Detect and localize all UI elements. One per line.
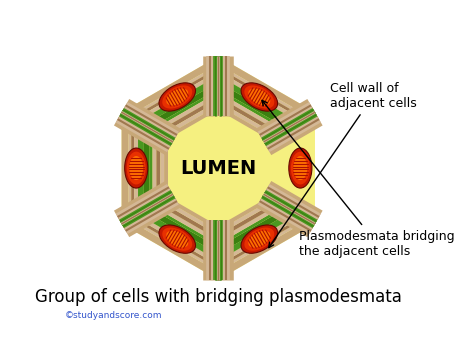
Ellipse shape <box>159 83 196 111</box>
Polygon shape <box>122 56 315 280</box>
Polygon shape <box>131 68 305 269</box>
Polygon shape <box>144 82 293 254</box>
Ellipse shape <box>244 227 274 251</box>
Text: ©studyandscore.com: ©studyandscore.com <box>64 312 162 321</box>
Ellipse shape <box>291 152 310 184</box>
Polygon shape <box>173 116 264 221</box>
Ellipse shape <box>289 148 312 188</box>
Text: Plasmodesmata bridging
the adjacent cells: Plasmodesmata bridging the adjacent cell… <box>262 100 455 257</box>
Ellipse shape <box>125 148 148 188</box>
Polygon shape <box>128 64 308 272</box>
Ellipse shape <box>293 156 307 180</box>
Ellipse shape <box>166 88 188 105</box>
Ellipse shape <box>244 86 274 109</box>
Text: Cell wall of
adjacent cells: Cell wall of adjacent cells <box>269 82 417 248</box>
Ellipse shape <box>127 152 146 184</box>
Ellipse shape <box>162 227 192 251</box>
Polygon shape <box>134 71 302 265</box>
Ellipse shape <box>241 83 278 111</box>
Text: LUMEN: LUMEN <box>180 158 256 178</box>
Ellipse shape <box>129 156 143 180</box>
Ellipse shape <box>241 225 278 253</box>
Polygon shape <box>138 75 299 261</box>
Polygon shape <box>150 89 287 247</box>
Ellipse shape <box>162 86 192 109</box>
Ellipse shape <box>166 231 188 248</box>
Ellipse shape <box>248 88 270 105</box>
Ellipse shape <box>248 231 270 248</box>
Polygon shape <box>122 56 315 280</box>
Polygon shape <box>156 97 280 239</box>
Polygon shape <box>153 92 284 244</box>
Polygon shape <box>164 105 273 231</box>
Ellipse shape <box>159 225 196 253</box>
Polygon shape <box>160 101 276 235</box>
Text: Group of cells with bridging plasmodesmata: Group of cells with bridging plasmodesma… <box>35 288 402 306</box>
